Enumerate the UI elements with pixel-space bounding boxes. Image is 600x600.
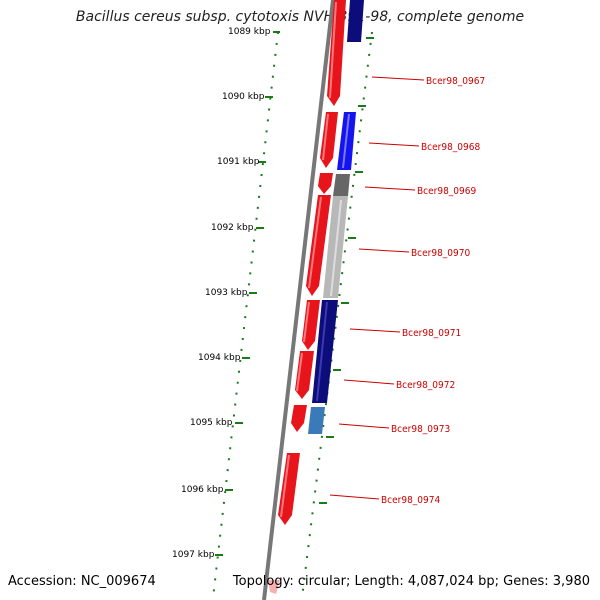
gene-highlight bbox=[342, 113, 350, 169]
genome-backbone bbox=[262, 0, 335, 600]
axis-tick-label: 1089 kbp bbox=[228, 27, 271, 37]
axis-tick-label: 1095 kbp bbox=[190, 418, 233, 428]
gene-arrow[interactable] bbox=[308, 407, 325, 434]
gene-highlight bbox=[308, 196, 322, 289]
gene-arrow[interactable] bbox=[278, 453, 300, 525]
axis-tick-label: 1094 kbp bbox=[198, 353, 241, 363]
gene-label[interactable]: Bcer98_0967 bbox=[426, 76, 485, 87]
axis-tick-label: 1090 kbp bbox=[222, 92, 265, 102]
label-connector bbox=[349, 328, 401, 333]
axis-tick-label: 1097 kbp bbox=[172, 550, 215, 560]
label-connector bbox=[364, 186, 416, 191]
gene-highlight bbox=[280, 454, 290, 518]
label-connector bbox=[329, 494, 380, 500]
label-connector bbox=[343, 379, 395, 385]
gene-highlight bbox=[316, 301, 328, 402]
forward-genes bbox=[278, 0, 346, 525]
genome-stats: Topology: circular; Length: 4,087,024 bp… bbox=[232, 574, 590, 589]
gene-label[interactable]: Bcer98_0973 bbox=[391, 424, 450, 435]
label-connector bbox=[338, 423, 390, 429]
gene-highlight bbox=[329, 1, 337, 99]
gene-arrow[interactable] bbox=[347, 0, 364, 42]
gene-highlight bbox=[296, 352, 303, 392]
gene-highlight bbox=[322, 113, 329, 161]
gene-label[interactable]: Bcer98_0971 bbox=[402, 328, 461, 339]
gene-label[interactable]: Bcer98_0969 bbox=[417, 186, 476, 197]
gene-arrow[interactable] bbox=[291, 405, 307, 432]
gene-highlight bbox=[303, 301, 310, 343]
axis-ticks: 1089 kbp 1090 kbp 1091 kbp 1092 kbp 1093… bbox=[172, 27, 280, 560]
label-connector bbox=[371, 76, 425, 81]
axis-tick-label: 1091 kbp bbox=[217, 157, 260, 167]
label-connector bbox=[358, 248, 410, 253]
accession-label: Accession: NC_009674 bbox=[8, 574, 156, 589]
gene-arrow[interactable] bbox=[318, 173, 333, 194]
gene-arrow[interactable] bbox=[302, 300, 320, 350]
gene-highlight bbox=[330, 199, 342, 297]
axis-tick-label: 1096 kbp bbox=[181, 485, 224, 495]
gene-arrow[interactable] bbox=[333, 174, 350, 196]
gene-labels: Bcer98_0967 Bcer98_0968 Bcer98_0969 Bcer… bbox=[381, 76, 485, 506]
axis-tick-label: 1092 kbp bbox=[211, 223, 254, 233]
outer-dotted-guide bbox=[212, 31, 279, 599]
gene-arrow[interactable] bbox=[295, 351, 314, 399]
axis-tick-label: 1093 kbp bbox=[205, 288, 248, 298]
gene-label[interactable]: Bcer98_0968 bbox=[421, 142, 480, 153]
gene-fragment bbox=[268, 580, 280, 594]
gene-label[interactable]: Bcer98_0972 bbox=[396, 380, 455, 391]
label-connector bbox=[368, 142, 420, 147]
inner-ticks bbox=[319, 37, 374, 504]
reverse-genes bbox=[308, 0, 364, 434]
label-connectors bbox=[329, 76, 425, 500]
gene-label[interactable]: Bcer98_0970 bbox=[411, 248, 470, 259]
gene-label[interactable]: Bcer98_0974 bbox=[381, 495, 440, 506]
genome-title: Bacillus cereus subsp. cytotoxis NVH 391… bbox=[75, 9, 525, 25]
